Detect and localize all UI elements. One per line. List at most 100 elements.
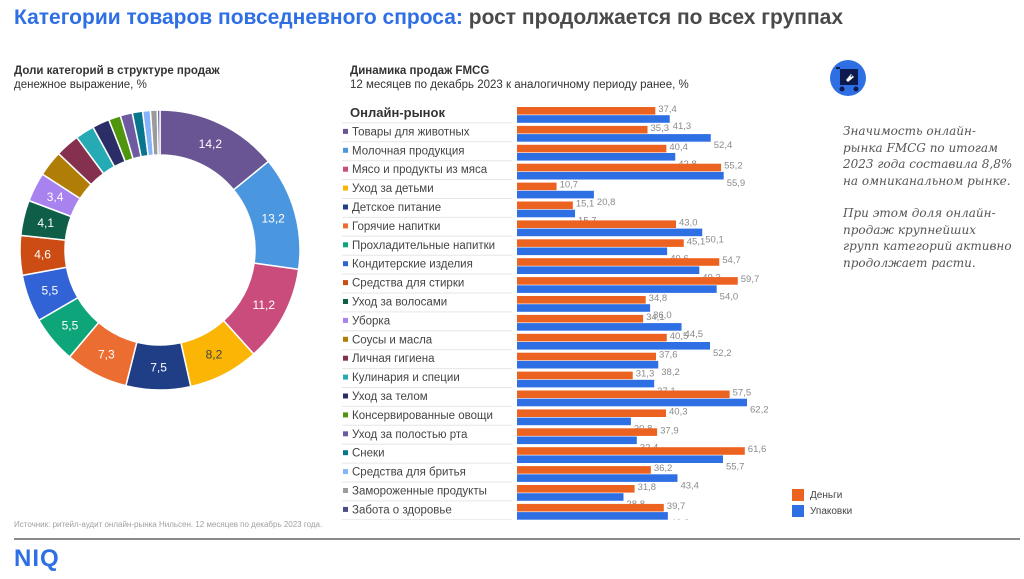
bar-value-label: 52,2 [713,348,732,359]
bar-value-label: 40,5 [670,331,689,342]
bar-packs [517,379,655,388]
category-label: Забота о здоровье [352,504,452,516]
bar-value-label: 36,2 [654,463,673,474]
donut-chart: 14,2 13,2 11,2 8,2 7,5 7,3 5,5 5,5 4,6 4,1 3,4 [19,109,301,391]
bar-value-label: 59,7 [741,274,760,285]
category-label: Личная гигиена [352,353,435,365]
category-bullet [343,506,348,512]
bar-subtitle: 12 месяцев по декабрь 2023 к аналогичном… [350,79,689,91]
bar-value-label: 54,0 [720,291,739,302]
bar-value-label: 61,6 [748,444,767,455]
bar-money [517,503,664,512]
category-bullet [343,450,348,456]
bar-value-label: 54,7 [722,255,741,266]
bar-money [517,220,677,228]
category-label: Уборка [352,315,391,327]
bar-value-label: 36,0 [653,310,672,321]
bar-money [517,239,684,247]
donut-heading: Доли категорий в структуре продаж денежн… [14,64,220,92]
bar-packs [517,474,678,482]
category-label: Онлайн-рынок [350,105,445,120]
category-label: Детское питание [352,202,441,214]
category-label: Средства для бритья [352,467,466,479]
bar-money [517,144,667,153]
category-bullet [343,412,348,418]
bar-money [517,125,648,134]
donut-slice-label: 8,2 [206,347,223,361]
bar-value-label: 45,1 [687,236,706,247]
bar-value-label: 34,8 [649,293,668,304]
donut-slice-label: 13,2 [261,211,285,225]
bar-value-label: 62,2 [750,405,769,416]
note-paragraph-2: При этом доля онлайн-продаж крупнейших г… [843,206,1012,270]
bar-money [517,333,667,342]
bar-packs [517,512,668,520]
legend-swatch-money [792,489,804,501]
category-label: Замороженные продукты [352,486,487,498]
bar-value-label: 55,2 [724,161,743,172]
bar-money [517,409,667,417]
donut-slice-label: 7,3 [98,348,115,362]
category-label: Мясо и продукты из мяса [352,164,488,176]
bar-money [517,258,720,266]
category-bullet [343,488,348,493]
category-bullet [343,242,348,248]
bar-heading: Динамика продаж FMCG 12 месяцев по декаб… [350,64,689,92]
category-bullet [343,166,348,172]
bar-packs [517,190,594,199]
category-bullet [343,317,348,323]
bar-packs [517,115,670,123]
category-bullet [343,374,348,380]
bar-packs [517,323,682,331]
bar-value-label: 31,3 [636,369,655,380]
bar-chart: Онлайн-рынок 37,4 41,3 Товары для животных 3… [342,104,769,520]
bar-value-label: 57,5 [733,388,752,399]
bar-money [517,447,745,455]
category-label: Уход за волосами [352,297,447,309]
bar-value-label: 40,4 [669,142,688,153]
category-bullet [343,336,348,342]
category-label: Молочная продукция [352,145,465,157]
bar-money [517,107,656,115]
bar-value-label: 10,7 [560,180,579,191]
category-bullet [343,147,348,153]
bar-packs [517,171,724,180]
donut-title: Доли категорий в структуре продаж [14,65,220,77]
donut-slice [156,109,161,156]
category-label: Горячие напитки [352,221,440,233]
legend-label-packs: Упаковки [810,505,853,517]
bar-packs [517,228,703,237]
title-rest: рост продолжается по всех группах [468,6,843,29]
legend-swatch-packs [792,505,804,517]
bar-money [517,466,651,474]
legend-label-money: Деньги [810,489,843,501]
source-note: Источник: ритейл-аудит онлайн-рынка Ниль… [14,520,323,529]
bar-packs [517,455,723,463]
bar-value-label: 55,9 [727,178,746,189]
bar-money [517,277,738,285]
bar-legend: Деньги Упаковки [792,487,852,519]
page-title: Категории товаров повседневного спроса: … [14,6,843,30]
bar-value-label: 31,8 [638,482,657,493]
bar-packs [517,134,711,142]
bar-packs [517,247,668,256]
category-bullet [343,128,348,134]
category-bullet [343,431,348,437]
bar-value-label: 39,7 [667,501,686,512]
bar-value-label: 38,2 [661,367,680,378]
bar-value-label: 15,1 [576,199,595,210]
bar-title: Динамика продаж FMCG [350,65,490,77]
bar-money [517,371,633,380]
bar-value-label: 37,6 [659,350,678,361]
bar-value-label: 35,3 [651,123,670,134]
footer-divider [14,538,1020,540]
bar-value-label: 34,1 [646,312,665,323]
category-bullet [343,185,348,191]
bar-money [517,485,635,493]
bar-value-label: 41,3 [673,121,692,132]
category-bullet [343,280,348,286]
donut-slice-label: 4,6 [34,248,51,262]
bar-money [517,352,657,361]
bar-value-label: 43,0 [679,217,698,228]
bar-packs [517,209,576,218]
